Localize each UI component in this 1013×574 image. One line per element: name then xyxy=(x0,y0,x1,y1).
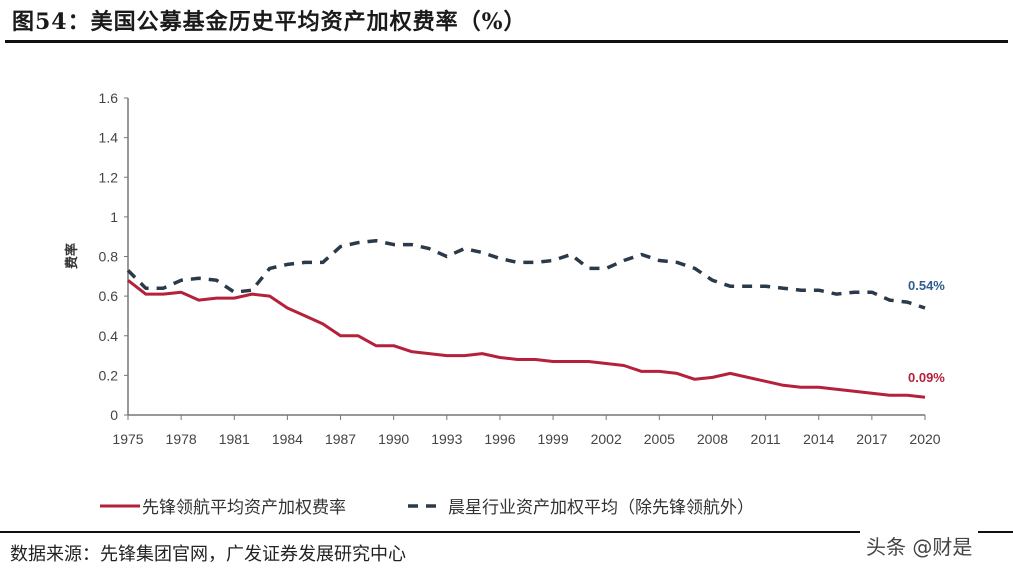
x-tick-label: 1975 xyxy=(112,431,143,447)
x-tick-label: 2008 xyxy=(697,431,728,447)
series-vanguard-line xyxy=(127,279,926,399)
x-tick-label: 1981 xyxy=(219,431,250,447)
y-tick-label: 1 xyxy=(110,209,118,225)
x-tick-label: 2014 xyxy=(803,431,834,447)
x-tick-label: 1984 xyxy=(272,431,303,447)
y-tick-label: 0.8 xyxy=(99,249,119,265)
x-tick-label: 2005 xyxy=(644,431,675,447)
x-tick-label: 2017 xyxy=(856,431,887,447)
x-tick-label: 1978 xyxy=(166,431,197,447)
y-tick-label: 0.4 xyxy=(99,328,119,344)
x-tick-label: 1993 xyxy=(431,431,462,447)
x-tick-label: 1996 xyxy=(484,431,515,447)
x-tick-label: 2020 xyxy=(909,431,940,447)
x-tick-label: 2002 xyxy=(591,431,622,447)
legend-label-industry: 晨星行业资产加权平均（除先锋领航外） xyxy=(448,498,754,517)
line-chart: 0 0.2 0.4 0.6 0.8 1 1.2 1.4 1.6 费率 1975 1978 1981 198… xyxy=(64,90,945,517)
y-tick-label: 0.2 xyxy=(99,367,119,383)
title-divider xyxy=(5,40,1008,43)
x-tick-label: 1987 xyxy=(325,431,356,447)
end-label-industry: 0.54% xyxy=(908,278,945,293)
x-tick-label: 1999 xyxy=(537,431,568,447)
legend-label-vanguard: 先锋领航平均资产加权费率 xyxy=(142,498,346,517)
x-tick-label: 2011 xyxy=(751,431,781,447)
y-axis-label: 费率 xyxy=(64,243,79,269)
y-tick-label: 1.6 xyxy=(99,90,119,106)
x-tick-label: 1990 xyxy=(378,431,409,447)
y-tick-label: 0.6 xyxy=(99,288,119,304)
series-industry-line xyxy=(126,238,926,310)
y-tick-label: 1.4 xyxy=(99,130,119,146)
watermark: 头条 @财是 xyxy=(860,531,979,560)
chart-title: 图54：美国公募基金历史平均资产加权费率（%） xyxy=(12,9,527,35)
footer-divider xyxy=(0,531,1013,533)
y-tick-label: 0 xyxy=(110,407,118,423)
y-tick-label: 1.2 xyxy=(99,169,119,185)
data-source: 数据来源：先锋集团官网，广发证券发展研究中心 xyxy=(10,544,406,565)
end-label-vanguard: 0.09% xyxy=(908,370,945,385)
